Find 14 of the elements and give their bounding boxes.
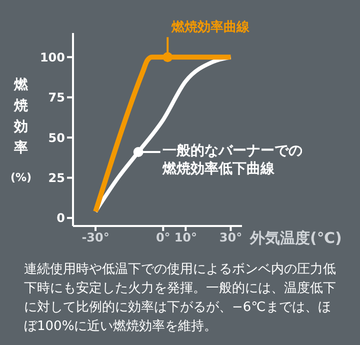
y-tick-label: 0 <box>56 211 65 226</box>
annotation: 一般的なバーナーでの燃焼効率低下曲線 <box>162 142 302 178</box>
x-tick-label: -30° <box>82 230 110 245</box>
y-tick-label: 50 <box>48 130 65 145</box>
text: 連続使用時や低温下での使用によるボンベ内の圧力低下時にも安定した火力を発揮。一般的には、温度低下に対して比例的に効率は下がるが、−6℃までは、ほぼ100%に近い燃焼効率を維持。 <box>24 261 337 336</box>
y-axis-title: 燃焼効率(%) <box>9 76 33 186</box>
x-tick-label: 0° <box>156 230 170 245</box>
y-tick-label: 100 <box>40 50 65 64</box>
annotation: 燃焼効率曲線 <box>170 19 251 36</box>
x-tick-label: 30° <box>219 230 242 245</box>
y-tick-label: 25 <box>48 171 65 186</box>
x-tick-label: 10° <box>174 230 198 245</box>
y-tick-label: 75 <box>48 90 65 105</box>
x-axis-title: 外気温度(℃) <box>250 229 342 248</box>
